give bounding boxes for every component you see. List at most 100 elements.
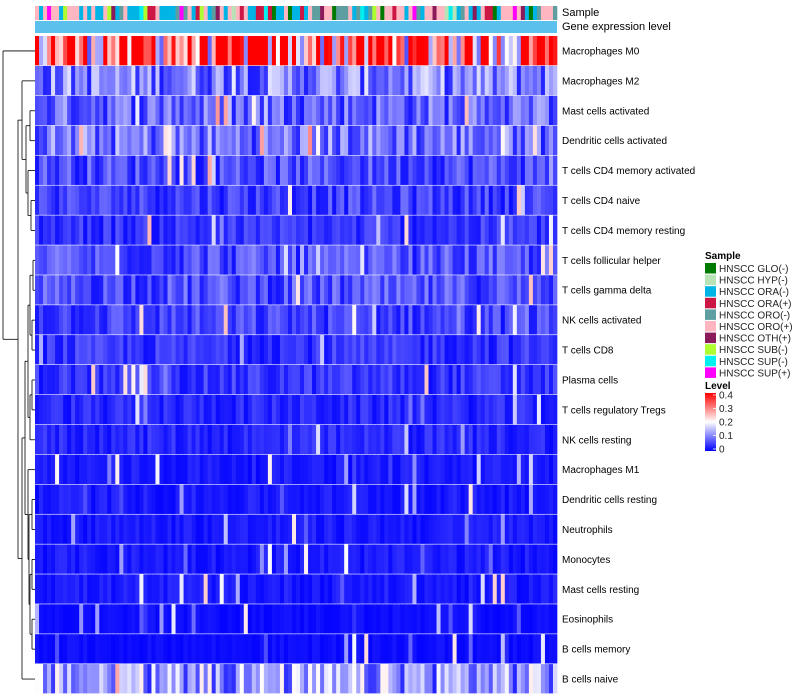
heatmap-cell: [187, 454, 192, 485]
heatmap-cell: [279, 664, 285, 694]
heatmap-cell: [87, 484, 92, 514]
heatmap-cell: [516, 424, 522, 455]
heatmap-cell: [548, 394, 554, 425]
heatmap-cell: [103, 65, 108, 96]
heatmap-cell: [544, 574, 550, 604]
heatmap-cell: [187, 36, 192, 66]
heatmap-cell: [436, 275, 441, 305]
heatmap-cell: [131, 424, 136, 455]
heatmap-cell: [332, 365, 337, 395]
heatmap-cell: [532, 544, 538, 574]
heatmap-cell: [191, 544, 196, 574]
heatmap-cell: [291, 544, 297, 574]
heatmap-cell: [400, 514, 405, 544]
heatmap-cell: [67, 95, 72, 126]
heatmap-cell: [404, 365, 409, 395]
heatmap-cell: [400, 544, 405, 574]
heatmap-cell: [267, 394, 273, 425]
heatmap-cell: [59, 95, 64, 126]
heatmap-cell: [448, 36, 453, 66]
heatmap-cell: [384, 305, 389, 335]
heatmap-cell: [191, 155, 196, 185]
heatmap-cell: [239, 335, 245, 365]
sample-annotation-cell: [67, 6, 72, 20]
heatmap-cell: [420, 335, 425, 365]
sample-annotation-cell: [71, 6, 76, 20]
heatmap-cell: [263, 335, 269, 365]
heatmap-cell: [500, 484, 506, 514]
heatmap-cell: [484, 365, 490, 395]
heatmap-cell: [384, 215, 389, 245]
heatmap-cell: [283, 275, 289, 305]
heatmap-cell: [183, 544, 188, 574]
heatmap-cell: [51, 36, 56, 66]
heatmap-cell: [468, 634, 474, 664]
sample-annotation-cell: [47, 6, 52, 20]
heatmap-cell: [111, 185, 116, 215]
heatmap-cell: [332, 125, 337, 156]
heatmap-cell: [456, 365, 461, 395]
heatmap-cell: [127, 514, 132, 544]
heatmap-cell: [115, 394, 120, 425]
heatmap-cell: [135, 125, 140, 156]
heatmap-cell: [468, 484, 474, 514]
heatmap-cell: [151, 245, 156, 275]
heatmap-cell: [548, 275, 554, 305]
heatmap-cell: [143, 125, 148, 156]
row-label: NK cells resting: [562, 435, 631, 446]
heatmap-cell: [59, 305, 64, 335]
heatmap-cell: [99, 424, 104, 455]
heatmap-cell: [364, 305, 369, 335]
heatmap-cell: [352, 424, 357, 455]
heatmap-cell: [508, 544, 514, 574]
heatmap-cell: [356, 664, 361, 694]
heatmap-cell: [376, 574, 381, 604]
heatmap-cell: [115, 424, 120, 455]
heatmap-cell: [524, 245, 530, 275]
level-tick-label: 0: [719, 445, 725, 456]
heatmap-cell: [428, 125, 433, 156]
heatmap-cell: [183, 95, 188, 126]
heatmap-cell: [360, 664, 365, 694]
heatmap-cell: [512, 604, 518, 634]
heatmap-cell: [544, 335, 550, 365]
heatmap-cell: [103, 514, 108, 544]
row-label: Neutrophils: [562, 525, 613, 536]
heatmap-cell: [448, 365, 453, 395]
heatmap-cell: [139, 335, 144, 365]
heatmap-cell: [63, 275, 68, 305]
heatmap-cell: [195, 424, 200, 455]
heatmap-cell: [87, 454, 92, 485]
heatmap-cell: [476, 514, 482, 544]
heatmap-cell: [356, 484, 361, 514]
heatmap-cell: [215, 275, 221, 305]
heatmap-cell: [500, 65, 506, 96]
heatmap-cell: [143, 305, 148, 335]
heatmap-cell: [460, 634, 465, 664]
sample-annotation-cell: [552, 6, 558, 20]
heatmap-cell: [95, 424, 100, 455]
heatmap-cell: [147, 514, 152, 544]
heatmap-cell: [119, 514, 124, 544]
heatmap-cell: [432, 514, 437, 544]
heatmap-cell: [484, 245, 490, 275]
level-colorbar: [705, 393, 716, 451]
heatmap-cell: [408, 275, 413, 305]
heatmap-cell: [548, 95, 554, 126]
heatmap-cell: [263, 155, 269, 185]
heatmap-cell: [452, 544, 457, 574]
heatmap-cell: [159, 365, 164, 395]
sample-annotation-cell: [223, 6, 229, 20]
heatmap-cell: [199, 634, 204, 664]
heatmap-cell: [251, 245, 257, 275]
heatmap-cell: [87, 305, 92, 335]
heatmap-cell: [516, 574, 522, 604]
heatmap-cell: [308, 514, 313, 544]
heatmap-cell: [211, 484, 217, 514]
heatmap-cell: [199, 424, 204, 455]
heatmap-cell: [412, 305, 417, 335]
heatmap-cell: [496, 65, 502, 96]
heatmap-cell: [380, 215, 385, 245]
heatmap-cell: [231, 335, 237, 365]
heatmap-cell: [195, 544, 200, 574]
